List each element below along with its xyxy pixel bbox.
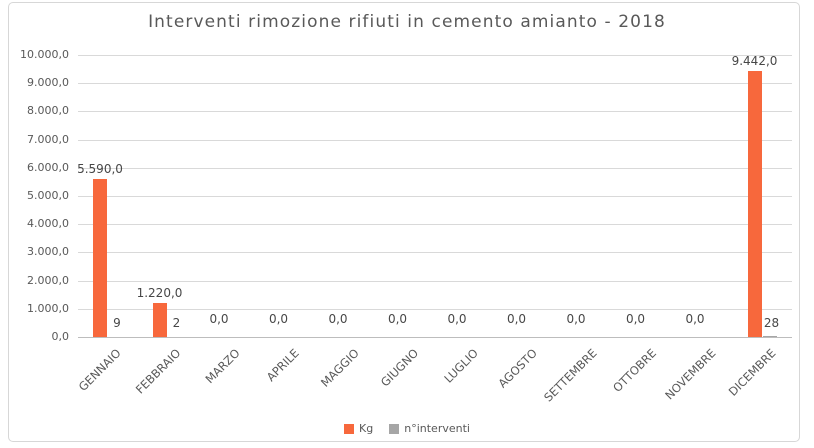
y-axis-tick-label: 8.000,0 <box>27 104 69 118</box>
y-axis-tick-label: 7.000,0 <box>27 132 69 146</box>
gridline <box>78 280 792 282</box>
y-axis-tick-label: 4.000,0 <box>27 217 69 231</box>
gridline <box>78 196 792 197</box>
chart-title: Interventi rimozione rifiuti in cemento … <box>148 12 666 32</box>
gridline <box>78 111 792 113</box>
gridline <box>78 224 792 226</box>
kg-value-label: 9.442,0 <box>731 53 778 68</box>
chart-legend: Kg n°interventi <box>0 422 814 435</box>
chart-frame <box>8 2 800 442</box>
kg-value-label: 5.590,0 <box>77 162 123 177</box>
kg-value-label: 1.220,0 <box>136 285 183 300</box>
gridline <box>78 139 792 141</box>
kg-value-label: 0,0 <box>506 312 527 326</box>
gridline <box>78 55 792 56</box>
gridline <box>78 167 792 169</box>
kg-value-label: 0,0 <box>447 312 467 326</box>
interventi-value-label: 9 <box>113 316 121 330</box>
kg-value-label: 0,0 <box>387 312 408 326</box>
kg-bar <box>152 302 167 337</box>
gridline <box>78 252 792 254</box>
x-axis-line <box>78 337 792 338</box>
interventi-series-swatch-icon <box>389 423 400 434</box>
gridline <box>78 308 792 310</box>
legend-item-kg: Kg <box>344 422 373 435</box>
y-axis-tick-label: 6.000,0 <box>27 160 69 174</box>
kg-value-label: 0,0 <box>685 312 705 326</box>
legend-item-interventi: n°interventi <box>389 422 470 435</box>
y-axis-tick-label: 10.000,0 <box>20 48 69 61</box>
legend-label-interventi: n°interventi <box>404 422 470 435</box>
y-axis-tick-label: 2.000,0 <box>27 273 69 287</box>
y-axis-tick-label: 1.000,0 <box>27 301 69 315</box>
y-axis-tick-label: 0,0 <box>51 330 70 343</box>
kg-value-label: 0,0 <box>268 312 289 326</box>
kg-value-label: 0,0 <box>209 312 229 326</box>
gridline <box>78 83 792 85</box>
kg-value-label: 0,0 <box>566 312 586 326</box>
interventi-bar <box>763 336 777 337</box>
legend-label-kg: Kg <box>359 422 374 435</box>
y-axis-tick-label: 3.000,0 <box>27 245 69 259</box>
kg-bar <box>93 179 107 337</box>
kg-bar <box>747 70 762 337</box>
kg-value-label: 0,0 <box>625 312 646 326</box>
kg-value-label: 0,0 <box>328 312 348 326</box>
interventi-value-label: 2 <box>172 316 181 330</box>
interventi-value-label: 28 <box>763 316 780 330</box>
y-axis-tick-label: 5.000,0 <box>27 189 69 202</box>
y-axis-tick-label: 9.000,0 <box>27 76 69 90</box>
kg-series-swatch-icon <box>344 423 355 434</box>
